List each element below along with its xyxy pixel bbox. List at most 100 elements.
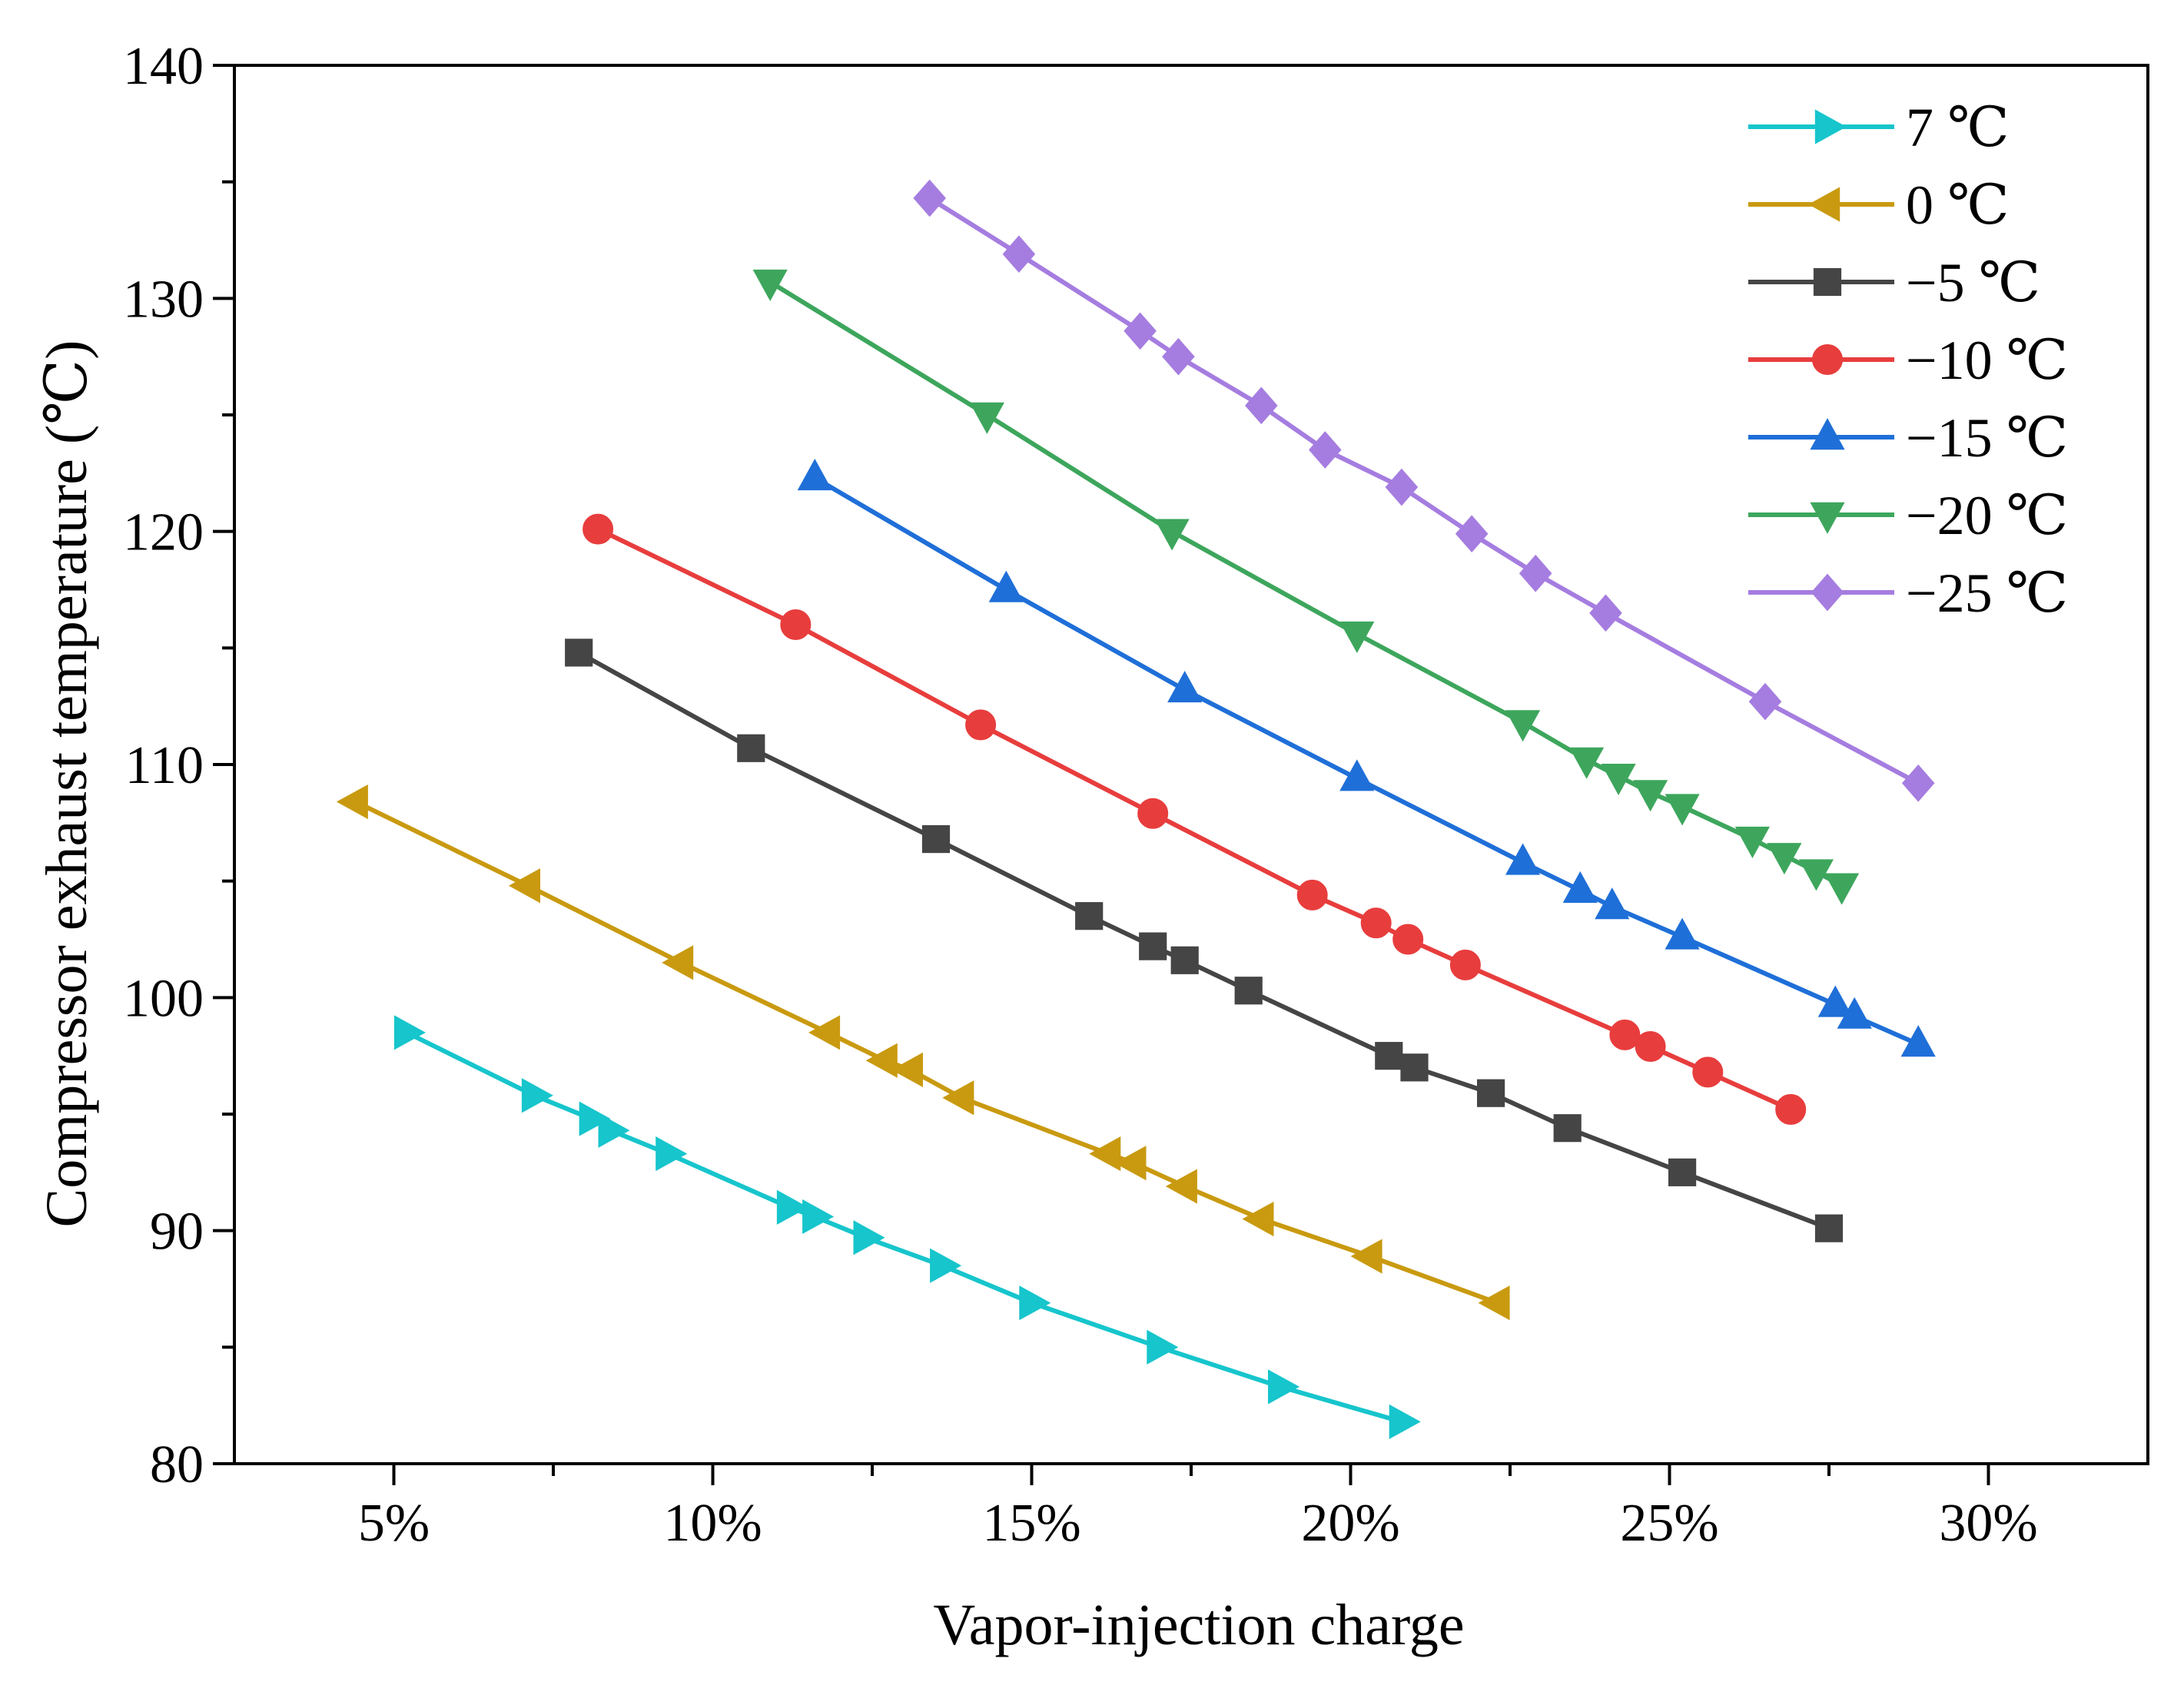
- legend-label: −10 ℃: [1906, 330, 2068, 391]
- data-point: [1234, 977, 1263, 1005]
- data-point: [508, 868, 540, 904]
- data-point: [1089, 1136, 1121, 1172]
- x-tick-label: 15%: [982, 1494, 1080, 1553]
- series-line: [813, 476, 1920, 1046]
- data-point: [1767, 843, 1802, 875]
- data-point: [921, 824, 951, 854]
- series-line: [577, 650, 1831, 1231]
- y-tick-label: 80: [150, 1435, 204, 1494]
- legend-marker: [1810, 418, 1845, 450]
- data-point: [1170, 946, 1199, 974]
- data-point: [1245, 386, 1278, 425]
- data-point: [1389, 1404, 1421, 1439]
- data-point: [808, 1015, 841, 1050]
- data-point: [1147, 1329, 1179, 1365]
- data-point: [1901, 764, 1935, 802]
- data-point: [1589, 594, 1622, 632]
- data-point: [1734, 826, 1770, 858]
- y-tick-label: 100: [123, 969, 204, 1028]
- legend-marker: [1808, 187, 1840, 222]
- series-4: [583, 513, 1807, 1125]
- data-point: [965, 709, 997, 741]
- x-tick-label: 5%: [358, 1494, 430, 1553]
- y-axis-label: Compressor exhaust temperature (℃): [35, 340, 99, 1228]
- legend-label: −15 ℃: [1906, 407, 2068, 469]
- data-point: [579, 1101, 611, 1136]
- data-point: [1350, 1239, 1382, 1274]
- data-point: [1139, 932, 1167, 960]
- data-point: [1837, 997, 1872, 1029]
- data-point: [1165, 1169, 1197, 1204]
- series-line: [928, 196, 1920, 785]
- series-3: [565, 639, 1844, 1242]
- data-point: [1339, 621, 1375, 654]
- legend-item: −20 ℃: [1748, 485, 2068, 546]
- data-point: [1748, 682, 1782, 721]
- series-6: [752, 269, 1860, 905]
- data-point: [598, 1113, 630, 1148]
- data-point: [1569, 747, 1605, 779]
- data-point: [393, 1015, 426, 1050]
- data-point: [853, 1220, 885, 1255]
- data-point: [1665, 917, 1700, 950]
- axis-labels: Vapor-injection charge Compressor exhaus…: [35, 340, 1465, 1658]
- series-1: [393, 1015, 1421, 1439]
- data-point: [1124, 312, 1157, 350]
- x-tick-label: 20%: [1301, 1494, 1399, 1553]
- data-point: [1019, 1285, 1051, 1321]
- data-point: [1817, 985, 1853, 1017]
- data-point: [1609, 1019, 1641, 1050]
- legend-label: −25 ℃: [1906, 562, 2068, 624]
- legend-marker: [1813, 267, 1842, 297]
- legend-marker: [1811, 573, 1844, 612]
- data-point: [1775, 1093, 1807, 1125]
- y-tick-label: 110: [125, 736, 204, 795]
- data-point: [1075, 902, 1104, 930]
- data-point: [1268, 1369, 1300, 1405]
- plot-frame: [233, 64, 2149, 1465]
- data-point: [662, 945, 694, 980]
- plot-series: [336, 179, 1936, 1439]
- series-line: [405, 1030, 1402, 1425]
- x-tick-label: 10%: [663, 1494, 762, 1553]
- data-point: [891, 1052, 923, 1087]
- data-point: [1519, 554, 1552, 592]
- data-point: [1814, 1214, 1844, 1242]
- data-point: [1455, 515, 1489, 553]
- data-point: [1114, 1146, 1147, 1181]
- data-point: [913, 179, 946, 217]
- y-tick-label: 120: [123, 503, 204, 562]
- data-point: [1635, 1031, 1666, 1063]
- data-point: [797, 459, 832, 491]
- data-point: [1824, 873, 1860, 905]
- legend-label: 7 ℃: [1906, 97, 2010, 158]
- data-point: [1668, 1158, 1697, 1186]
- data-point: [1633, 780, 1668, 812]
- y-tick-label: 130: [123, 270, 204, 329]
- data-point: [565, 639, 593, 667]
- data-point: [1595, 887, 1630, 920]
- data-point: [988, 570, 1024, 602]
- data-point: [521, 1078, 553, 1113]
- legend-item: −25 ℃: [1748, 562, 2068, 624]
- legend-label: 0 ℃: [1906, 174, 2010, 236]
- data-point: [942, 1080, 974, 1116]
- data-point: [1339, 759, 1375, 791]
- data-point: [1309, 431, 1342, 469]
- data-point: [1167, 671, 1203, 703]
- data-point: [1692, 1056, 1724, 1088]
- data-point: [1385, 468, 1419, 506]
- legend-label: −20 ℃: [1906, 485, 2068, 546]
- data-point: [865, 1043, 898, 1078]
- data-point: [1296, 879, 1328, 910]
- legend-marker: [1810, 502, 1845, 534]
- data-point: [969, 402, 1004, 434]
- legend-item: 7 ℃: [1748, 97, 2010, 158]
- data-point: [1505, 843, 1541, 875]
- legend-marker: [1812, 344, 1843, 375]
- y-tick-label: 140: [123, 37, 204, 96]
- data-point: [1900, 1025, 1936, 1057]
- data-point: [656, 1136, 688, 1172]
- data-point: [1665, 794, 1700, 826]
